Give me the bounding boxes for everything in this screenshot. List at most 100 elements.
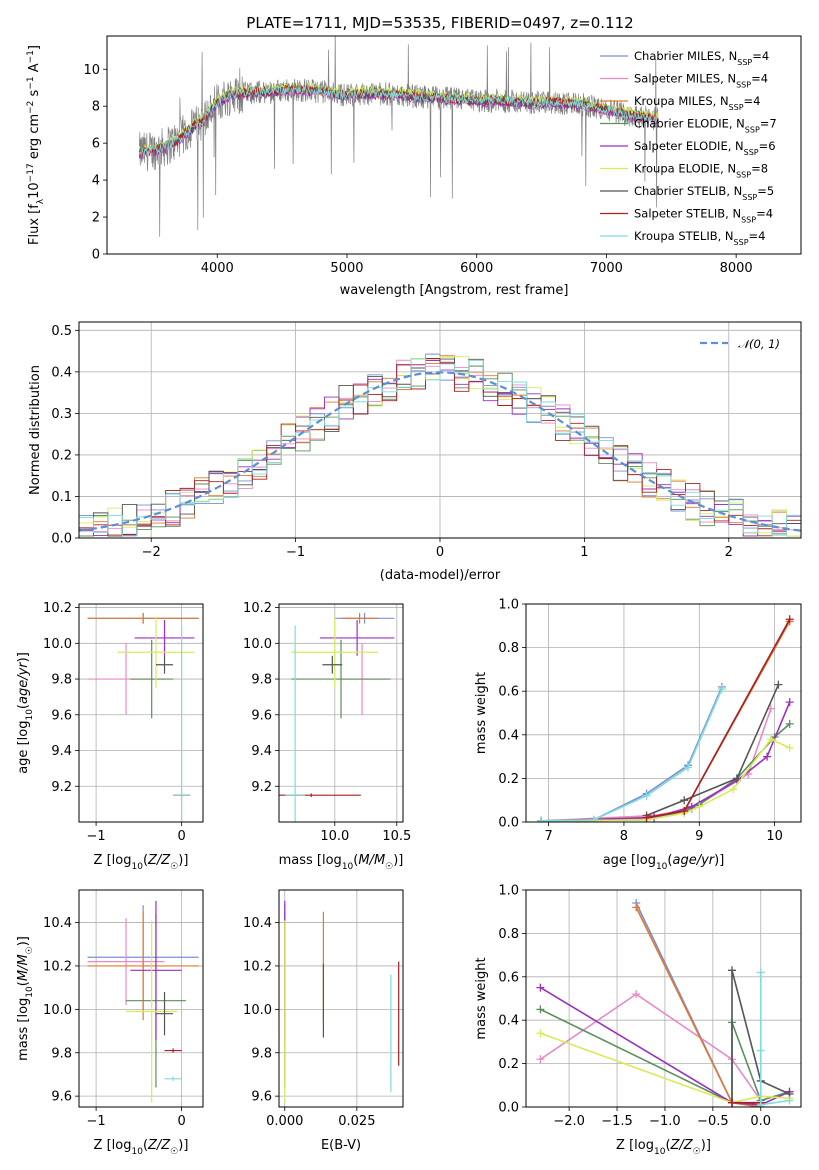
mass-weight-marker bbox=[536, 1029, 545, 1038]
errorbar-point bbox=[164, 1048, 182, 1053]
model-spectrum-line bbox=[139, 84, 659, 157]
mass-weight-marker bbox=[728, 966, 737, 975]
spectrum-legend: Chabrier MILES, NSSP=4 Salpeter MILES, NS… bbox=[600, 49, 777, 247]
axes-frame bbox=[525, 603, 802, 823]
x-tick-label: 8 bbox=[620, 829, 628, 844]
y-tick-label: 9.8 bbox=[251, 673, 272, 688]
y-tick-label: 10.2 bbox=[243, 959, 272, 974]
spectrum-plot-area bbox=[139, 36, 659, 237]
y-tick-label: 0.4 bbox=[498, 1014, 519, 1029]
mass-weight-marker bbox=[632, 903, 641, 912]
y-tick-label: 9.6 bbox=[251, 1090, 272, 1105]
mass-weight-line bbox=[541, 686, 723, 822]
y-tick-label: 10.0 bbox=[43, 637, 72, 652]
y-tick-label: 9.8 bbox=[51, 1046, 72, 1061]
mass-weight-line bbox=[541, 723, 791, 822]
legend-entry: Chabrier MILES, NSSP=4 bbox=[634, 49, 769, 67]
mass-weight-marker bbox=[766, 735, 775, 744]
mass-weight-marker bbox=[756, 1100, 765, 1107]
mass-weight-marker bbox=[695, 802, 704, 811]
mass-weight-line bbox=[646, 684, 780, 817]
mass-weight-marker bbox=[763, 752, 772, 761]
errorbar-point bbox=[155, 991, 174, 1036]
y-tick-label: 0.2 bbox=[51, 448, 72, 463]
axes-frame bbox=[106, 35, 802, 255]
y-tick-label: 9.4 bbox=[51, 744, 72, 759]
y-tick-label: 9.2 bbox=[51, 780, 72, 795]
errorbar-point bbox=[155, 655, 174, 674]
errorbar-point bbox=[87, 612, 199, 624]
legend-entry: Salpeter MILES, NSSP=4 bbox=[634, 72, 768, 90]
age_vs_mass-panel: 10.0 10.5 9.2 9.4 9.6 9.8 10.0 10.2 bbox=[243, 601, 411, 844]
mass-weight-marker bbox=[537, 816, 546, 822]
y-tick-label: 2 bbox=[92, 211, 100, 226]
y-tick-label: 9.6 bbox=[51, 708, 72, 723]
y-tick-label: 4 bbox=[92, 174, 100, 189]
mass-weight-line bbox=[539, 986, 790, 1106]
errorbar-point bbox=[291, 616, 379, 688]
errorbar-point bbox=[87, 918, 165, 1006]
massweight_vs_Z-panel: −2.0 −1.5 −1.0 −0.5 0.0 0.0 0.2 0.4 0.6 0.8 1.0 bbox=[498, 884, 802, 1129]
mass_vs_ebv-panel: 0.000 0.025 9.6 9.8 10.0 10.2 10.4 bbox=[243, 889, 404, 1129]
y-axis-label: mass weight bbox=[474, 957, 489, 1039]
y-tick-label: 10.2 bbox=[43, 601, 72, 616]
legend-entry: Kroupa STELIB, NSSP=4 bbox=[634, 229, 765, 247]
mass-weight-marker bbox=[728, 1098, 737, 1107]
mass-weight-line bbox=[541, 621, 791, 822]
y-tick-label: 8 bbox=[92, 100, 100, 115]
mass-weight-line bbox=[731, 970, 790, 1103]
errorbar-point bbox=[130, 900, 182, 1040]
mass-weight-line bbox=[539, 993, 762, 1101]
y-tick-label: 9.4 bbox=[251, 744, 272, 759]
y-tick-label: 9.6 bbox=[251, 708, 272, 723]
mass-weight-marker bbox=[785, 698, 794, 707]
y-axis-label: mass weight bbox=[474, 672, 489, 754]
errorbar-point bbox=[130, 639, 174, 719]
normal-curve bbox=[79, 371, 801, 532]
x-tick-label: 5000 bbox=[330, 261, 363, 276]
x-tick-label: 7000 bbox=[590, 261, 623, 276]
y-tick-label: 0.1 bbox=[51, 490, 72, 505]
mass-weight-marker bbox=[774, 680, 783, 689]
x-axis-label: mass [log10(M/M☉)] bbox=[279, 853, 404, 872]
x-axis-label: Z [log10(Z/Z☉)] bbox=[616, 1138, 711, 1157]
massweight_vs_Z-plot-area bbox=[536, 899, 794, 1107]
x-axis-label: wavelength [Angstrom, rest frame] bbox=[340, 283, 569, 298]
y-axis-label: age [log10(age/yr)] bbox=[16, 652, 35, 774]
y-tick-label: 0.0 bbox=[498, 816, 519, 831]
mass-weight-marker bbox=[589, 815, 598, 822]
y-tick-label: 9.2 bbox=[251, 780, 272, 795]
residuals-plot-area bbox=[79, 353, 801, 538]
axes-frame bbox=[525, 889, 802, 1108]
mass-weight-marker bbox=[717, 685, 726, 694]
x-axis-label: Z [log10(Z/Z☉)] bbox=[94, 853, 189, 872]
x-tick-label: 0 bbox=[177, 1114, 185, 1129]
legend-entry: Chabrier ELODIE, NSSP=7 bbox=[634, 117, 777, 135]
x-tick-label: 0 bbox=[177, 829, 185, 844]
spectrum-panel: 4000 5000 6000 7000 8000 0 2 4 6 8 10 bbox=[83, 35, 802, 276]
x-axis-label: E(B-V) bbox=[321, 1138, 361, 1153]
x-tick-label: 10 bbox=[766, 829, 783, 844]
x-tick-label: 1 bbox=[580, 545, 588, 560]
x-tick-label: 9 bbox=[695, 829, 703, 844]
mass-weight-marker bbox=[785, 743, 794, 752]
mass-weight-marker bbox=[732, 774, 741, 783]
errorbar-point bbox=[341, 612, 379, 624]
x-axis-label: age [log10(age/yr)] bbox=[603, 853, 725, 872]
y-tick-label: 0 bbox=[92, 248, 100, 263]
y-tick-label: 0.5 bbox=[51, 324, 72, 339]
mass-weight-line bbox=[759, 972, 790, 1106]
y-tick-label: 9.8 bbox=[51, 673, 72, 688]
mass-weight-marker bbox=[680, 807, 689, 816]
mass-weight-marker bbox=[642, 791, 651, 800]
mass-weight-marker bbox=[680, 796, 689, 805]
errorbar-point bbox=[319, 620, 395, 656]
y-axis-label: mass [log10(M/M☉)] bbox=[16, 936, 35, 1061]
x-tick-label: −2.0 bbox=[553, 1114, 585, 1129]
y-tick-label: 0.0 bbox=[498, 1101, 519, 1116]
x-tick-label: −0.5 bbox=[697, 1114, 729, 1129]
y-tick-label: 0.0 bbox=[51, 532, 72, 547]
x-axis-label: Z [log10(Z/Z☉)] bbox=[94, 1138, 189, 1157]
y-tick-label: 9.8 bbox=[251, 1046, 272, 1061]
errorbar-point bbox=[279, 793, 361, 797]
